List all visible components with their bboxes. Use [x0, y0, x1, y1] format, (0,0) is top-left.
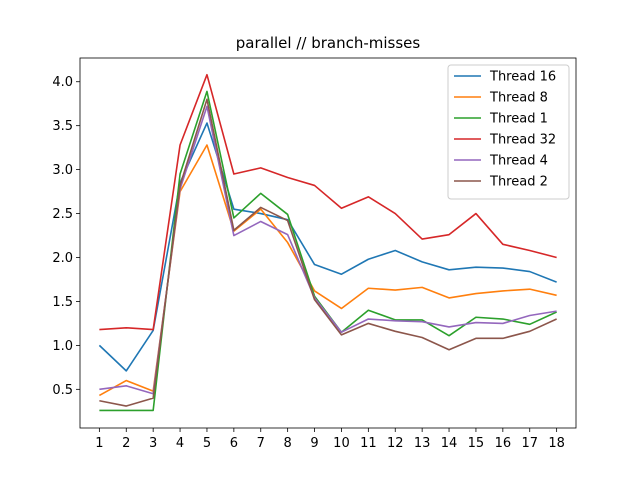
- x-tick-label: 16: [495, 436, 512, 451]
- y-axis: 0.5 1.0 1.5 2.0 2.5 3.0 3.5 4.0: [52, 75, 80, 398]
- x-tick-label: 3: [149, 436, 157, 451]
- legend: Thread 16 Thread 8 Thread 1 Thread 32 Thread…: [447, 64, 570, 200]
- y-tick-label: 4.0: [52, 75, 73, 90]
- legend-label: Thread 16: [489, 70, 556, 85]
- x-tick-label: 2: [122, 436, 130, 451]
- x-tick-label: 12: [387, 436, 404, 451]
- series-line-thread-2: [99, 98, 557, 407]
- x-tick-label: 15: [468, 436, 485, 451]
- x-tick-label: 1: [95, 436, 103, 451]
- x-tick-label: 11: [360, 436, 377, 451]
- x-tick-label: 14: [441, 436, 458, 451]
- x-tick-label: 7: [257, 436, 265, 451]
- y-tick-label: 1.5: [52, 295, 73, 310]
- x-tick-label: 17: [521, 436, 538, 451]
- y-tick-label: 3.5: [52, 119, 73, 134]
- chart-title: parallel // branch-misses: [236, 34, 421, 52]
- y-tick-label: 3.0: [52, 163, 73, 178]
- x-tick-label: 8: [284, 436, 292, 451]
- x-tick-label: 4: [176, 436, 184, 451]
- x-tick-label: 5: [203, 436, 211, 451]
- legend-label: Thread 2: [489, 175, 548, 190]
- legend-label: Thread 8: [489, 91, 548, 106]
- y-tick-label: 2.0: [52, 251, 73, 266]
- x-tick-label: 18: [548, 436, 565, 451]
- x-tick-label: 9: [310, 436, 318, 451]
- legend-label: Thread 4: [489, 154, 548, 169]
- y-tick-label: 2.5: [52, 207, 73, 222]
- legend-label: Thread 1: [489, 112, 548, 127]
- x-tick-label: 10: [333, 436, 350, 451]
- x-tick-label: 13: [414, 436, 431, 451]
- series-lines: [98, 73, 557, 412]
- plot-area-frame: [79, 57, 577, 429]
- legend-box: [447, 64, 570, 200]
- x-tick-label: 6: [230, 436, 238, 451]
- y-tick-label: 0.5: [52, 383, 73, 398]
- series-line-thread-32: [99, 73, 557, 331]
- y-tick-label: 1.0: [52, 339, 73, 354]
- legend-label: Thread 32: [489, 133, 556, 148]
- x-axis: 1 2 3 4 5 6 7 8 9 10 11 12 13 14 15 16 17 18: [95, 428, 565, 451]
